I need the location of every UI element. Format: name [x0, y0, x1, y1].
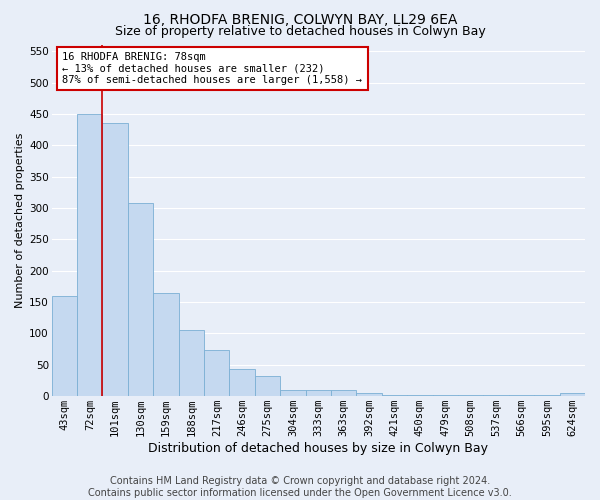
- Bar: [433, 395, 458, 396]
- Text: Size of property relative to detached houses in Colwyn Bay: Size of property relative to detached ho…: [115, 25, 485, 38]
- Bar: [128, 203, 153, 396]
- Bar: [204, 350, 229, 396]
- Bar: [458, 395, 484, 396]
- Text: 16, RHODFA BRENIG, COLWYN BAY, LL29 6EA: 16, RHODFA BRENIG, COLWYN BAY, LL29 6EA: [143, 12, 457, 26]
- Bar: [331, 390, 356, 396]
- Bar: [356, 393, 382, 396]
- Bar: [407, 395, 433, 396]
- Bar: [509, 395, 534, 396]
- Bar: [153, 292, 179, 396]
- Bar: [382, 395, 407, 396]
- Y-axis label: Number of detached properties: Number of detached properties: [15, 133, 25, 308]
- Bar: [229, 368, 255, 396]
- X-axis label: Distribution of detached houses by size in Colwyn Bay: Distribution of detached houses by size …: [148, 442, 488, 455]
- Bar: [560, 393, 585, 396]
- Bar: [77, 114, 103, 396]
- Bar: [255, 376, 280, 396]
- Bar: [534, 395, 560, 396]
- Text: Contains HM Land Registry data © Crown copyright and database right 2024.
Contai: Contains HM Land Registry data © Crown c…: [88, 476, 512, 498]
- Bar: [52, 296, 77, 396]
- Text: 16 RHODFA BRENIG: 78sqm
← 13% of detached houses are smaller (232)
87% of semi-d: 16 RHODFA BRENIG: 78sqm ← 13% of detache…: [62, 52, 362, 85]
- Bar: [103, 124, 128, 396]
- Bar: [179, 330, 204, 396]
- Bar: [484, 395, 509, 396]
- Bar: [305, 390, 331, 396]
- Bar: [280, 390, 305, 396]
